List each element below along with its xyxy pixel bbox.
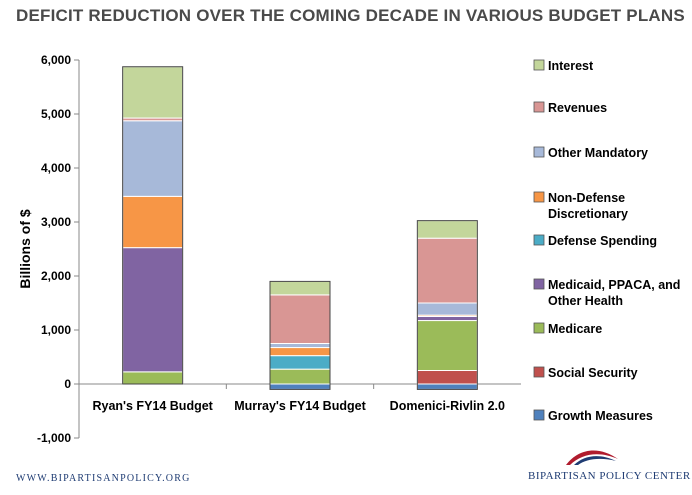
chart-title: DEFICIT REDUCTION OVER THE COMING DECADE… — [16, 6, 685, 25]
y-tick-label: 2,000 — [41, 269, 71, 283]
bar-segment — [269, 383, 331, 390]
bar-segment — [416, 316, 478, 322]
bar-segment — [416, 383, 478, 390]
y-tick-label: 3,000 — [41, 215, 71, 229]
legend-swatch — [533, 59, 545, 71]
bar-segment — [122, 195, 184, 249]
x-category-label: Ryan's FY14 Budget — [92, 399, 213, 413]
footer-url[interactable]: WWW.BIPARTISANPOLICY.ORG — [16, 473, 191, 484]
bar-segment — [122, 371, 184, 385]
bar-segment — [269, 294, 331, 344]
legend-swatch — [533, 278, 545, 290]
legend-swatch — [533, 366, 545, 378]
bar-outline — [269, 280, 331, 390]
x-category-label: Murray's FY14 Budget — [234, 399, 366, 413]
y-tick-label: 0 — [64, 377, 71, 391]
y-tick-label: 6,000 — [41, 53, 71, 67]
y-tick-label: 4,000 — [41, 161, 71, 175]
bar-segment — [122, 247, 184, 373]
bar-segment — [122, 66, 184, 119]
y-tick-label: 5,000 — [41, 107, 71, 121]
bar-segment — [416, 302, 478, 316]
bar-segment — [269, 368, 331, 385]
bar-segment — [269, 343, 331, 349]
legend-label: Medicare — [548, 322, 602, 336]
legend-label: Interest — [548, 59, 594, 73]
y-tick-label: -1,000 — [37, 431, 71, 445]
bar-segment — [269, 280, 331, 296]
bipartisan-policy-center-logo-swoosh — [566, 450, 618, 465]
bar-segment — [416, 370, 478, 385]
legend-label: Defense Spending — [548, 234, 657, 248]
legend-label: Social Security — [548, 366, 638, 380]
legend-swatch — [533, 101, 545, 113]
bar-segment — [122, 120, 184, 197]
y-axis-label: Billions of $ — [17, 209, 33, 289]
legend-label: Other Health — [548, 294, 623, 308]
bar-outline — [416, 220, 478, 390]
legend-swatch — [533, 409, 545, 421]
legend-label: Medicaid, PPACA, and — [548, 278, 680, 292]
bar-segment — [269, 355, 331, 370]
bar-segment — [416, 220, 478, 239]
legend-label: Discretionary — [548, 207, 628, 221]
legend-swatch — [533, 146, 545, 158]
x-category-label: Domenici-Rivlin 2.0 — [390, 399, 505, 413]
bar-segment — [416, 320, 478, 371]
bar-segment — [269, 347, 331, 357]
y-tick-label: 1,000 — [41, 323, 71, 337]
legend-label: Revenues — [548, 101, 607, 115]
bar-outline — [122, 66, 184, 385]
bipartisan-policy-center-logo: BIPARTISAN POLICY CENTER — [528, 470, 691, 482]
legend-swatch — [533, 322, 545, 334]
legend-swatch — [533, 234, 545, 246]
legend-label: Growth Measures — [548, 409, 653, 423]
legend-label: Non-Defense — [548, 191, 625, 205]
legend-label: Other Mandatory — [548, 146, 648, 160]
legend-swatch — [533, 191, 545, 203]
bar-segment — [416, 237, 478, 304]
